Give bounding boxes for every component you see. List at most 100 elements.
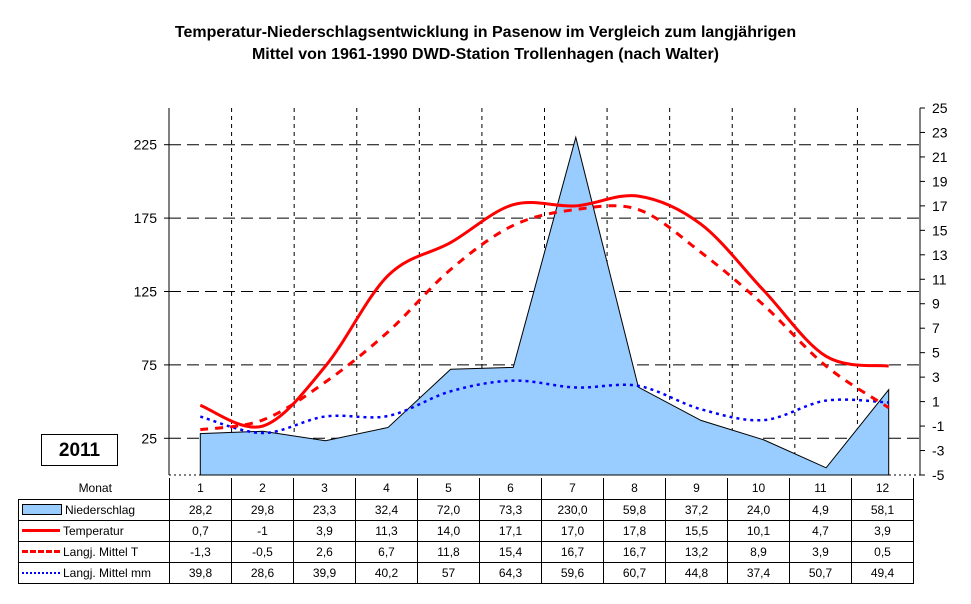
table-cell: 32,4 xyxy=(355,498,418,521)
legend-entry-niederschlag: Niederschlag xyxy=(18,498,170,521)
legend-entry-mittel-mm: Langj. Mittel mm xyxy=(18,561,170,584)
table-cell: 58,1 xyxy=(851,498,914,521)
table-cell: 23,3 xyxy=(293,498,356,521)
legend-swatch-area xyxy=(22,504,62,516)
right-axis-tick-label: 25 xyxy=(932,100,948,116)
legend-label: Langj. Mittel T xyxy=(63,544,139,559)
table-cell: 39,8 xyxy=(169,561,232,584)
year-label: 2011 xyxy=(41,434,118,466)
table-cell: 29,8 xyxy=(231,498,294,521)
legend-entry-temperatur: Temperatur xyxy=(18,519,170,542)
table-cell: 73,3 xyxy=(479,498,542,521)
right-axis-tick-label: 11 xyxy=(932,271,947,287)
legend-swatch-dashed-line xyxy=(22,550,60,554)
table-cell: 50,7 xyxy=(789,561,852,584)
month-label: 11 xyxy=(789,478,852,500)
left-axis-tick-label: 175 xyxy=(134,210,158,226)
month-label: 9 xyxy=(665,478,728,500)
table-row-mittel-t: Langj. Mittel T -1,3 -0,5 2,6 6,7 11,8 1… xyxy=(18,540,914,563)
table-cell: 3,9 xyxy=(851,519,914,542)
legend-entry-mittel-t: Langj. Mittel T xyxy=(18,540,170,563)
table-header-label: Monat xyxy=(18,478,170,500)
table-cell: 39,9 xyxy=(293,561,356,584)
table-cell: 60,7 xyxy=(603,561,666,584)
table-row-mittel-mm: Langj. Mittel mm 39,8 28,6 39,9 40,2 57 … xyxy=(18,561,914,584)
month-label: 5 xyxy=(417,478,480,500)
legend-swatch-solid-line xyxy=(22,529,60,533)
table-cell: 59,6 xyxy=(541,561,604,584)
mean-precipitation-line xyxy=(199,379,889,435)
month-label: 2 xyxy=(231,478,294,500)
table-cell: 10,1 xyxy=(727,519,790,542)
chart-title-line-1: Temperatur-Niederschlagsentwicklung in P… xyxy=(174,24,797,41)
table-cell: 4,9 xyxy=(789,498,852,521)
legend-label: Temperatur xyxy=(63,523,124,538)
table-cell: 17,0 xyxy=(541,519,604,542)
table-cell: 37,4 xyxy=(727,561,790,584)
right-axis-tick-label: -1 xyxy=(932,418,945,434)
table-cell: 37,2 xyxy=(665,498,728,521)
table-cell: 17,8 xyxy=(603,519,666,542)
chart-title-line-2: Mittel von 1961-1990 DWD-Station Trollen… xyxy=(251,46,720,63)
table-cell: 14,0 xyxy=(417,519,480,542)
month-label: 7 xyxy=(541,478,604,500)
right-axis-tick-label: 1 xyxy=(932,394,940,410)
month-label: 10 xyxy=(727,478,790,500)
month-label: 12 xyxy=(851,478,914,500)
left-axis-tick-label: 125 xyxy=(134,284,158,300)
right-axis-tick-label: 17 xyxy=(932,198,948,214)
table-cell: 230,0 xyxy=(541,498,604,521)
table-row-niederschlag: Niederschlag 28,2 29,8 23,3 32,4 72,0 73… xyxy=(18,498,914,521)
left-axis-tick-label: 75 xyxy=(141,357,157,373)
month-label: 8 xyxy=(603,478,666,500)
right-axis-tick-label: 15 xyxy=(932,222,948,238)
right-axis-tick-label: -3 xyxy=(932,443,945,459)
chart-title: Temperatur-Niederschlagsentwicklung in P… xyxy=(0,22,971,66)
legend-swatch-dotted-line xyxy=(22,571,60,574)
left-axis-tick-label: 25 xyxy=(141,430,157,446)
table-cell: 28,2 xyxy=(169,498,232,521)
right-axis-tick-label: 19 xyxy=(932,173,948,189)
month-label: 1 xyxy=(169,478,232,500)
month-label: 4 xyxy=(355,478,418,500)
precipitation-area xyxy=(199,135,890,476)
table-cell: 15,4 xyxy=(479,540,542,563)
table-cell: 0,7 xyxy=(169,519,232,542)
table-cell: 44,8 xyxy=(665,561,728,584)
table-cell: 16,7 xyxy=(603,540,666,563)
table-cell: 11,8 xyxy=(417,540,480,563)
table-cell: 16,7 xyxy=(541,540,604,563)
table-cell: 13,2 xyxy=(665,540,728,563)
data-table: Monat 1 2 3 4 5 6 7 8 9 10 11 12 Nieders… xyxy=(18,478,914,584)
table-cell: 3,9 xyxy=(789,540,852,563)
table-cell: 4,7 xyxy=(789,519,852,542)
table-cell: 59,8 xyxy=(603,498,666,521)
table-row-temperatur: Temperatur 0,7 -1 3,9 11,3 14,0 17,1 17,… xyxy=(18,519,914,542)
table-cell: 57 xyxy=(417,561,480,584)
table-cell: 49,4 xyxy=(851,561,914,584)
table-cell: -0,5 xyxy=(231,540,294,563)
table-cell: 15,5 xyxy=(665,519,728,542)
table-cell: -1 xyxy=(231,519,294,542)
table-cell: 24,0 xyxy=(727,498,790,521)
table-cell: 11,3 xyxy=(355,519,418,542)
legend-label: Niederschlag xyxy=(65,502,136,517)
temperature-line xyxy=(199,194,889,429)
table-cell: 3,9 xyxy=(293,519,356,542)
table-cell: 28,6 xyxy=(231,561,294,584)
table-cell: 6,7 xyxy=(355,540,418,563)
left-axis-tick-label: 225 xyxy=(134,137,158,153)
right-axis-tick-label: 13 xyxy=(932,247,948,263)
month-label: 6 xyxy=(479,478,542,500)
table-cell: 2,6 xyxy=(293,540,356,563)
mean-temperature-line xyxy=(200,204,890,432)
right-axis-tick-label: 21 xyxy=(932,149,948,165)
legend-label: Langj. Mittel mm xyxy=(63,565,152,580)
right-axis-tick-label: 23 xyxy=(932,124,948,140)
table-header-row: Monat 1 2 3 4 5 6 7 8 9 10 11 12 xyxy=(18,478,914,500)
table-cell: -1,3 xyxy=(169,540,232,563)
table-cell: 0,5 xyxy=(851,540,914,563)
right-axis-tick-label: -5 xyxy=(932,467,945,480)
right-axis-tick-label: 5 xyxy=(932,345,940,361)
